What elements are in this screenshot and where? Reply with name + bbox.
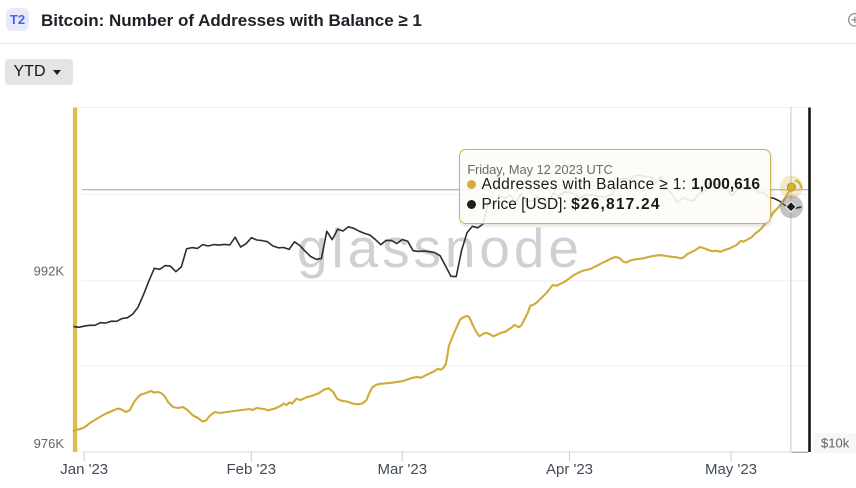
svg-text:Mar '23: Mar '23 (378, 461, 428, 478)
svg-text:Apr '23: Apr '23 (546, 461, 593, 478)
svg-text:976K: 976K (34, 436, 65, 451)
svg-text:Feb '23: Feb '23 (227, 461, 277, 478)
svg-text:992K: 992K (34, 264, 65, 279)
svg-text:Jan '23: Jan '23 (60, 461, 108, 478)
svg-text:$10k: $10k (821, 436, 850, 451)
svg-text:May '23: May '23 (705, 461, 757, 478)
